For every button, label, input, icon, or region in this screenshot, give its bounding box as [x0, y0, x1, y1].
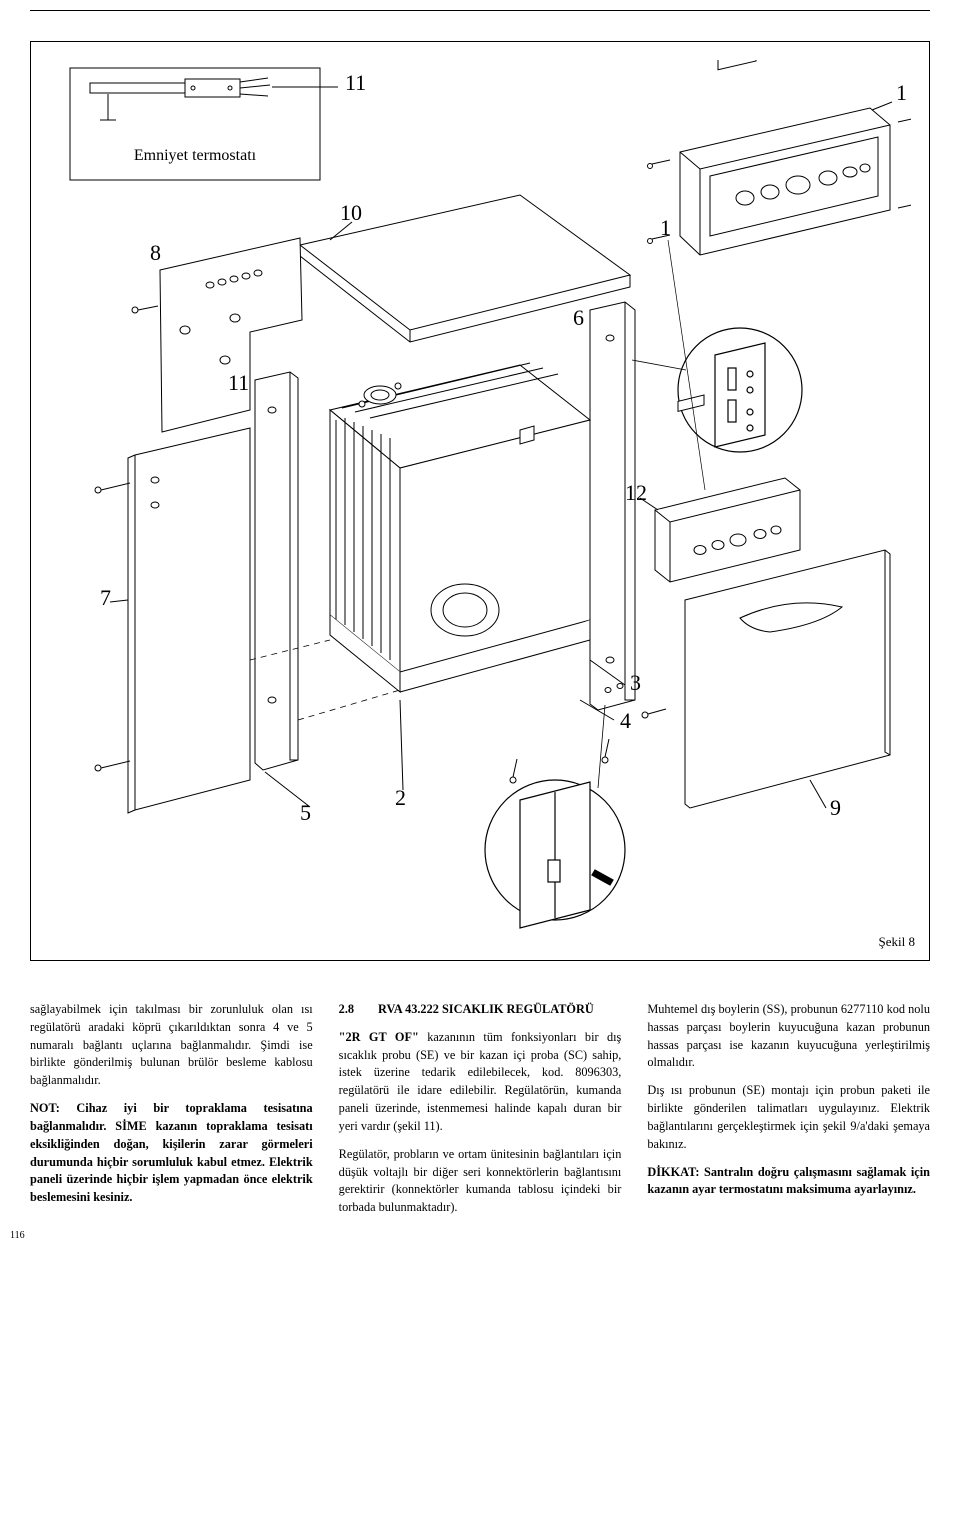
callout-10: 10 [340, 200, 362, 225]
figure-box: Emniyet termostatı 11 [30, 41, 930, 961]
section-number: 2.8 [339, 1001, 354, 1019]
column-1: sağlayabilmek için takılması bir zorunlu… [30, 1001, 313, 1227]
callout-4: 4 [620, 708, 631, 733]
column-2: 2.8 RVA 43.222 SICAKLIK REGÜLATÖRÜ "2R G… [339, 1001, 622, 1227]
col2-p1-rest: kazanının tüm fonksiyonları bir dış sıca… [339, 1030, 622, 1133]
col2-p1: "2R GT OF" kazanının tüm fonksiyonları b… [339, 1029, 622, 1136]
col3-p3: DİKKAT: Santralın doğru çalışmasını sağl… [647, 1164, 930, 1200]
callout-6: 6 [573, 305, 584, 330]
top-rule [30, 10, 930, 11]
exploded-diagram: Emniyet termostatı 11 [49, 60, 911, 930]
text-columns: sağlayabilmek için takılması bir zorunlu… [30, 1001, 930, 1227]
thermostat-label: Emniyet termostatı [134, 147, 257, 164]
col1-p2: NOT: Cihaz iyi bir topraklama tesisatına… [30, 1100, 313, 1207]
callout-3: 3 [630, 670, 641, 695]
col3-p1: Muhtemel dış boylerin (SS), probunun 627… [647, 1001, 930, 1072]
callout-12: 12 [625, 480, 647, 505]
callout-1a: 1 [896, 80, 907, 105]
figure-caption: Şekil 8 [879, 934, 915, 950]
col2-p2: Regülatör, probların ve ortam ünitesinin… [339, 1146, 622, 1217]
col2-p1-lead: "2R GT OF" [339, 1030, 419, 1044]
callout-11b: 11 [228, 370, 249, 395]
col1-p1: sağlayabilmek için takılması bir zorunlu… [30, 1001, 313, 1090]
column-3: Muhtemel dış boylerin (SS), probunun 627… [647, 1001, 930, 1227]
section-title: RVA 43.222 SICAKLIK REGÜLATÖRÜ [378, 1001, 594, 1019]
section-heading: 2.8 RVA 43.222 SICAKLIK REGÜLATÖRÜ [339, 1001, 622, 1019]
callout-9: 9 [830, 795, 841, 820]
page-number: 116 [10, 1230, 25, 1241]
callout-7: 7 [100, 585, 111, 610]
callout-2: 2 [395, 785, 406, 810]
col3-p2: Dış ısı probunun (SE) montajı için probu… [647, 1082, 930, 1153]
callout-11a: 11 [345, 70, 366, 95]
callout-8: 8 [150, 240, 161, 265]
callout-1b: 1 [660, 215, 671, 240]
